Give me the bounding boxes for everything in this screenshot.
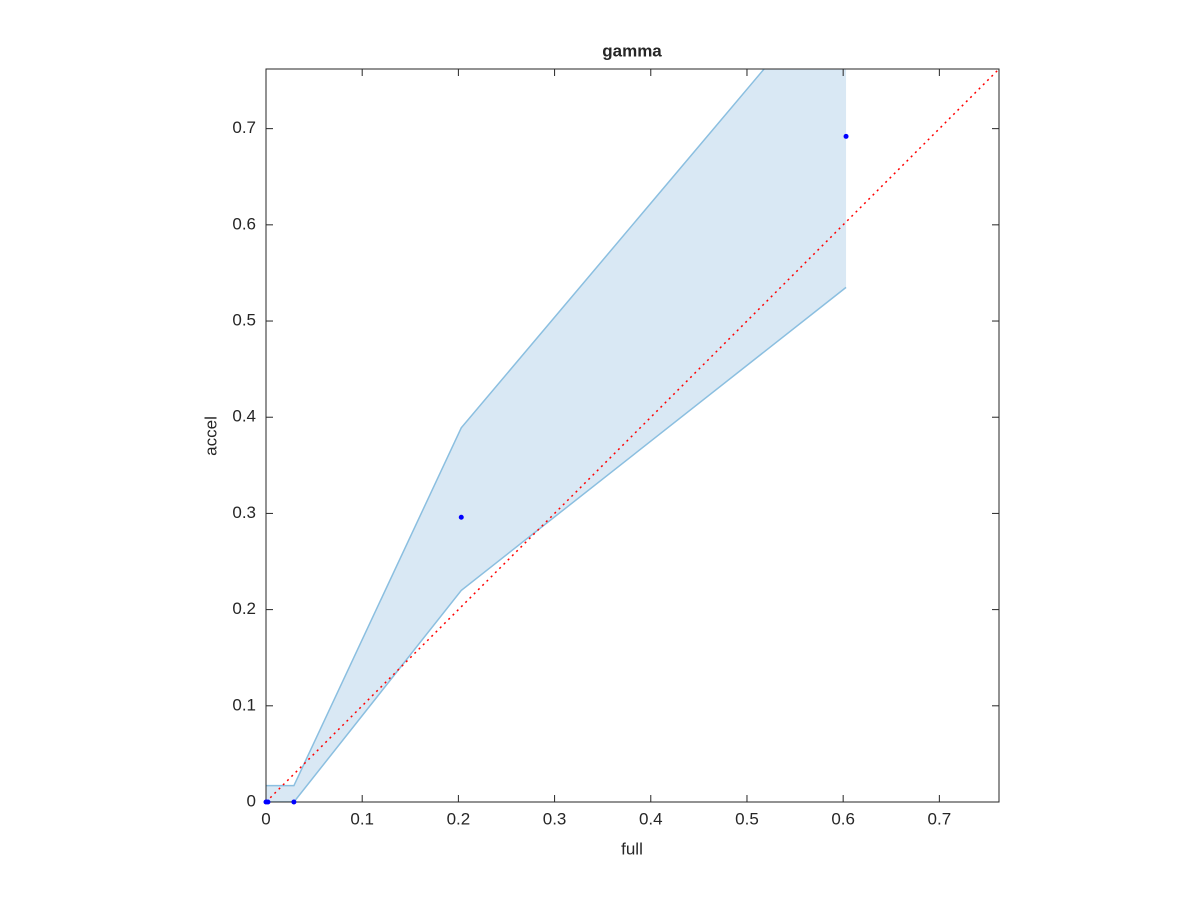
x-tick-label: 0.5 [735,809,759,828]
y-tick-label: 0.2 [232,599,256,618]
y-tick-label: 0.5 [232,311,256,330]
x-tick-label: 0.4 [639,809,663,828]
point [291,799,297,805]
chart-title: gamma [602,41,662,60]
y-axis-label: accel [201,416,220,456]
y-tick-label: 0.4 [232,407,256,426]
y-tick-label: 0.3 [232,503,256,522]
y-tick-label: 0.1 [232,695,256,714]
x-tick-label: 0.3 [543,809,567,828]
band-upper-edge [266,69,766,787]
point [843,133,849,139]
band-lower-edge [266,286,847,802]
x-tick-label: 0.2 [447,809,471,828]
x-tick-label: 0 [261,809,270,828]
plot-area [266,69,999,802]
axes-box [265,68,1000,803]
y-tick-label: 0.6 [232,214,256,233]
point [265,799,271,805]
y-tick-label: 0.7 [232,118,256,137]
confidence-band [266,69,847,802]
x-tick-label: 0.6 [831,809,855,828]
x-tick-label: 0.1 [350,809,374,828]
x-axis-label: full [621,839,643,858]
y-tick-label: 0 [247,791,256,810]
x-tick-label: 0.7 [928,809,952,828]
point [458,514,464,520]
